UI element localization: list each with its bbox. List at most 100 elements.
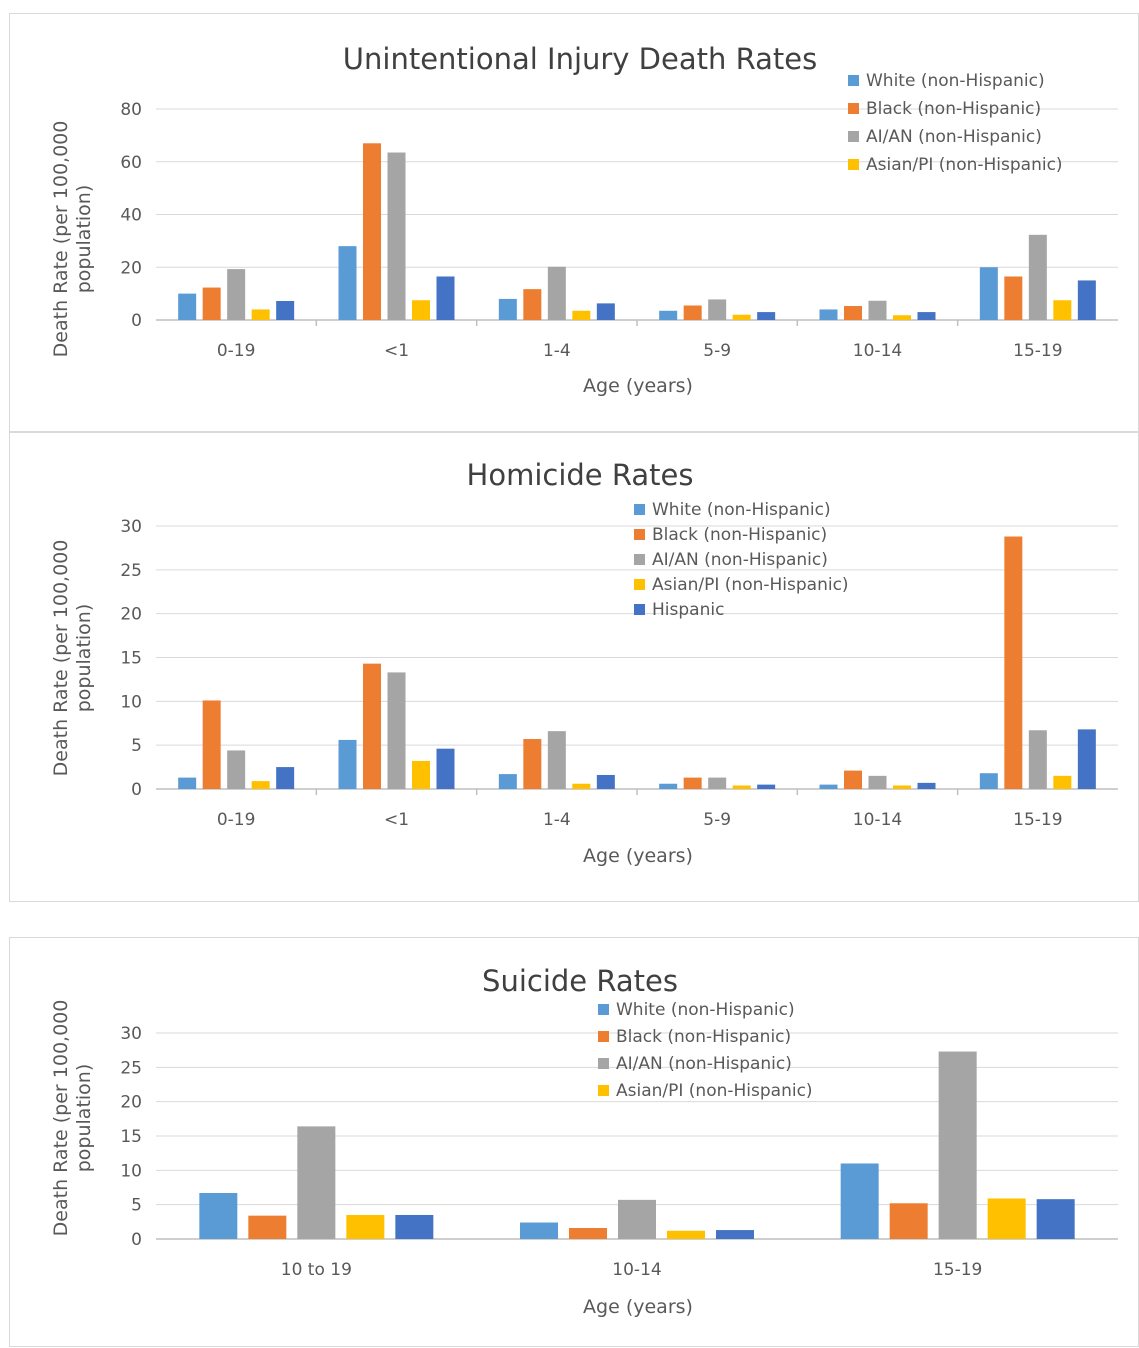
bar-white-non-hispanic-10-to-19 — [199, 1192, 238, 1239]
legend-label-black-non-hispanic: Black (non-Hispanic) — [616, 1027, 791, 1047]
y-tick-label: 15 — [120, 649, 142, 669]
y-axis-title: Death Rate (per 100,000 population) — [50, 540, 95, 777]
bar-ai-an-non-hispanic-15-19 — [1028, 730, 1047, 789]
legend-label-asian-pi-non-hispanic: Asian/PI (non-Hispanic) — [616, 1081, 813, 1101]
x-tick-label: 10-14 — [853, 341, 902, 361]
bar-asian-pi-non-hispanic-1 — [412, 760, 430, 789]
x-tick-label: 0-19 — [217, 341, 256, 361]
bar-asian-pi-non-hispanic-10-to-19 — [346, 1214, 385, 1239]
bar-black-non-hispanic-1 — [363, 663, 381, 789]
bar-white-non-hispanic-0-19 — [178, 777, 197, 789]
legend-label-white-non-hispanic: White (non-Hispanic) — [652, 500, 831, 520]
y-axis-title-line-1: Death Rate (per 100,000 — [50, 121, 72, 358]
y-axis-title-line-1: Death Rate (per 100,000 — [50, 540, 72, 777]
bar-asian-pi-non-hispanic-10-14 — [893, 315, 911, 320]
bar-ai-an-non-hispanic-1 — [387, 152, 406, 320]
bar-white-non-hispanic-5-9 — [659, 310, 678, 320]
bar-hispanic-10-14 — [917, 782, 936, 789]
bar-hispanic-1 — [436, 748, 455, 789]
bar-series-5-10-14 — [716, 1230, 754, 1239]
legend-label-asian-pi-non-hispanic: Asian/PI (non-Hispanic) — [652, 575, 849, 595]
legend-swatch-hispanic — [634, 604, 645, 615]
y-axis-title-line-1: Death Rate (per 100,000 — [50, 1000, 72, 1237]
y-tick-label: 20 — [120, 605, 142, 625]
bar-black-non-hispanic-1-4 — [523, 289, 542, 320]
legend-label-black-non-hispanic: Black (non-Hispanic) — [866, 99, 1041, 119]
y-tick-label: 10 — [120, 1161, 142, 1181]
chart-title: Homicide Rates — [467, 458, 694, 492]
bar-ai-an-non-hispanic-15-19 — [938, 1051, 977, 1239]
bar-series-5-1-4 — [596, 303, 615, 320]
bar-series-5-10-14 — [917, 312, 936, 320]
bar-white-non-hispanic-1-4 — [498, 774, 517, 789]
bar-white-non-hispanic-1-4 — [498, 298, 517, 320]
bar-ai-an-non-hispanic-10-14 — [618, 1199, 656, 1239]
legend-swatch-ai-an-non-hispanic — [848, 131, 859, 142]
bar-ai-an-non-hispanic-0-19 — [227, 750, 246, 789]
legend-swatch-black-non-hispanic — [634, 529, 645, 540]
bar-asian-pi-non-hispanic-0-19 — [251, 309, 270, 320]
y-tick-label: 40 — [120, 206, 142, 226]
chart-title: Suicide Rates — [482, 964, 678, 998]
x-tick-label: 0-19 — [217, 810, 256, 830]
bar-asian-pi-non-hispanic-15-19 — [1053, 775, 1072, 789]
bar-black-non-hispanic-0-19 — [202, 700, 221, 789]
bar-hispanic-0-19 — [276, 767, 295, 789]
bar-ai-an-non-hispanic-10-14 — [868, 775, 887, 789]
y-tick-label: 30 — [120, 1024, 142, 1044]
legend-swatch-black-non-hispanic — [598, 1031, 609, 1042]
bar-ai-an-non-hispanic-5-9 — [708, 299, 727, 320]
legend-swatch-black-non-hispanic — [848, 103, 859, 114]
bar-ai-an-non-hispanic-0-19 — [227, 269, 246, 320]
unintentional-injury-chart-panel: Unintentional Injury Death Rates 0 20 40 60 8… — [9, 13, 1139, 432]
y-axis-title: Death Rate (per 100,000 population) — [50, 1000, 95, 1237]
bar-asian-pi-non-hispanic-0-19 — [251, 781, 270, 789]
y-tick-label: 25 — [120, 561, 142, 581]
bar-ai-an-non-hispanic-1-4 — [547, 731, 566, 789]
homicide-chart: Homicide Rates 0 5 10 15 20 25 30 0-19 <1 1-4 5-9 10… — [50, 458, 1118, 867]
bar-hispanic-5-9 — [757, 784, 776, 789]
bar-black-non-hispanic-10-to-19 — [248, 1215, 287, 1239]
x-tick-label: 15-19 — [933, 1260, 982, 1280]
bar-ai-an-non-hispanic-10-to-19 — [297, 1126, 336, 1239]
bar-white-non-hispanic-15-19 — [840, 1163, 879, 1239]
y-tick-label: 20 — [120, 1093, 142, 1113]
bar-asian-pi-non-hispanic-10-14 — [667, 1230, 705, 1239]
bar-black-non-hispanic-15-19 — [1004, 276, 1023, 320]
x-tick-label: <1 — [384, 341, 409, 361]
x-axis-title: Age (years) — [583, 1296, 693, 1318]
bar-black-non-hispanic-10-14 — [844, 306, 862, 320]
bar-hispanic-15-19 — [1077, 729, 1096, 789]
y-tick-label: 10 — [120, 692, 142, 712]
legend-label-ai-an-non-hispanic: AI/AN (non-Hispanic) — [616, 1054, 792, 1074]
y-axis-title: Death Rate (per 100,000 population) — [50, 121, 95, 358]
bar-series-5-10-to-19 — [395, 1214, 434, 1239]
bar-asian-pi-non-hispanic-1-4 — [572, 783, 591, 789]
bar-series-5-1 — [436, 276, 455, 320]
bar-asian-pi-non-hispanic-15-19 — [1053, 300, 1072, 320]
y-tick-label: 25 — [120, 1058, 142, 1078]
bar-ai-an-non-hispanic-10-14 — [868, 300, 887, 320]
y-tick-label: 60 — [120, 153, 142, 173]
x-tick-label: 15-19 — [1013, 341, 1062, 361]
legend-swatch-asian-pi-non-hispanic — [634, 579, 645, 590]
bar-black-non-hispanic-15-19 — [889, 1203, 928, 1239]
bar-black-non-hispanic-10-14 — [569, 1228, 607, 1239]
chart-title: Unintentional Injury Death Rates — [343, 42, 817, 76]
bar-black-non-hispanic-5-9 — [683, 305, 702, 320]
bar-series-5-5-9 — [757, 312, 776, 320]
bar-asian-pi-non-hispanic-5-9 — [732, 314, 751, 320]
y-tick-label: 5 — [131, 736, 142, 756]
x-tick-label: 5-9 — [703, 810, 731, 830]
x-tick-label: 1-4 — [543, 341, 571, 361]
bar-asian-pi-non-hispanic-10-14 — [893, 785, 911, 789]
x-axis-title: Age (years) — [583, 845, 693, 867]
bar-white-non-hispanic-5-9 — [659, 783, 678, 789]
legend-swatch-asian-pi-non-hispanic — [598, 1085, 609, 1096]
y-tick-label: 0 — [131, 1230, 142, 1250]
legend-swatch-white-non-hispanic — [848, 75, 859, 86]
x-tick-label: 15-19 — [1013, 810, 1062, 830]
bar-white-non-hispanic-1 — [338, 246, 357, 320]
bar-black-non-hispanic-0-19 — [202, 287, 221, 320]
legend-label-white-non-hispanic: White (non-Hispanic) — [616, 1000, 795, 1020]
